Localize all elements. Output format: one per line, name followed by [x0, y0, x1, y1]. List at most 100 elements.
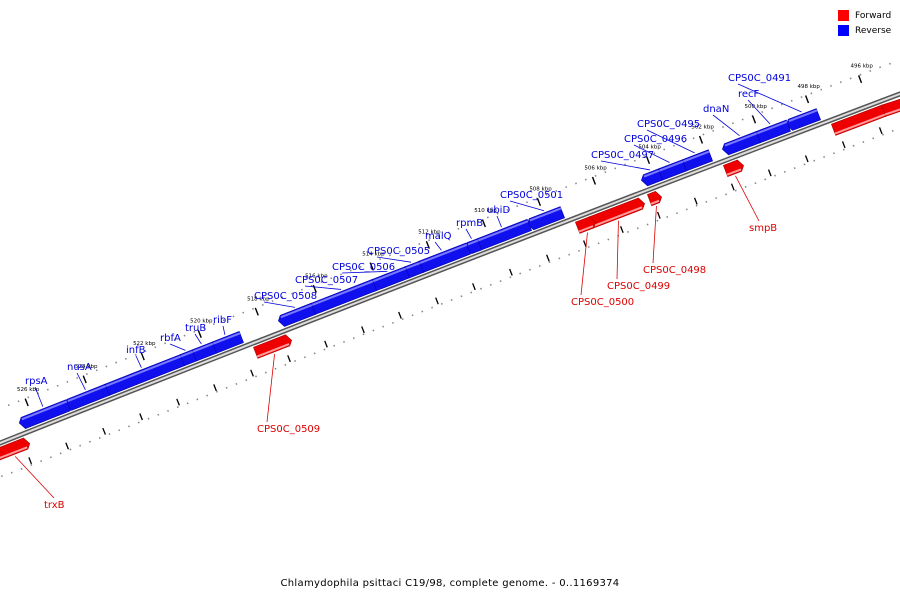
gene-leader-line — [646, 129, 695, 154]
gene-cps0c-0508-shade — [280, 304, 313, 319]
gene-label: CPS0C_0499 — [607, 281, 670, 292]
reverse-swatch — [838, 25, 849, 36]
gene-cps0c-0508 — [278, 302, 316, 327]
gene-leader-line — [465, 228, 472, 239]
legend-item-forward: Forward — [838, 8, 891, 23]
legend-label-forward: Forward — [855, 10, 892, 21]
gene-label: infB — [126, 345, 146, 356]
gene-cps0c-0496-shade — [658, 160, 684, 172]
lower-tick-mark — [509, 268, 513, 276]
gene-cps0c-0506-shade — [371, 267, 407, 283]
gene-label: CPS0C_0506 — [332, 262, 395, 273]
lower-tick-mark — [878, 127, 883, 135]
gene-smpb-shade — [726, 168, 742, 176]
gene-leader-line — [737, 83, 802, 113]
gene-label: smpB — [749, 223, 777, 234]
tick-mark — [369, 262, 374, 271]
gene-recf-shade — [755, 120, 788, 135]
gene-leader-line — [304, 285, 342, 290]
gene-rpsa-shade — [21, 400, 68, 421]
tick-label: 526 kbp — [17, 387, 40, 393]
gene-label: recF — [738, 89, 760, 100]
gene-cps0c-0491-shade — [788, 109, 818, 123]
gene-nusa-shade — [67, 385, 107, 402]
tick-label: 496 kbp — [851, 64, 874, 70]
gene-label: CPS0C_0507 — [295, 275, 358, 286]
gene-label: trxB — [44, 500, 65, 511]
gene-smpb — [723, 159, 744, 177]
lower-tick-mark — [620, 225, 624, 233]
gene-infb-shade — [104, 355, 182, 388]
gene-label: nusA — [67, 362, 92, 373]
lower-tick-mark — [65, 442, 70, 450]
tick-mark — [197, 329, 202, 338]
tick-label: 520 kbp — [190, 319, 213, 325]
gene-leader-line — [496, 215, 502, 228]
gene-forward-unlabeled-shade — [834, 113, 886, 135]
gene-leader-line — [616, 220, 619, 280]
tick-mark — [536, 197, 542, 206]
tick-label: 498 kbp — [797, 84, 820, 90]
gene-cps0c-0497 — [641, 168, 663, 187]
lower-tick-mark — [176, 398, 180, 406]
gene-rpmb-shade — [467, 239, 479, 246]
backbone-highlight — [0, 92, 900, 445]
tick-label: 508 kbp — [529, 187, 552, 193]
lower-tick-mark — [213, 384, 217, 392]
lower-tick-mark — [287, 355, 291, 363]
gene-cps0c-0497-shade — [643, 169, 660, 178]
tick-mark — [254, 307, 259, 316]
lower-tick-mark — [730, 183, 735, 191]
tick-label: 516 kbp — [305, 274, 328, 280]
lower-tick-mark — [804, 155, 809, 163]
gene-label: CPS0C_0505 — [367, 246, 430, 257]
legend-label-reverse: Reverse — [855, 25, 892, 36]
tick-label: 524 kbp — [75, 364, 98, 370]
tick-label: 502 kbp — [691, 124, 714, 130]
gene-label: CPS0C_0495 — [637, 119, 700, 130]
tick-mark — [481, 219, 486, 228]
gene-label: rpsA — [25, 376, 48, 387]
gene-leader-line — [341, 270, 388, 274]
tick-mark — [312, 284, 317, 293]
tick-mark — [591, 176, 597, 185]
gene-leader-line — [194, 333, 202, 345]
gene-label: CPS0C_0498 — [643, 265, 706, 276]
lower-tick-mark — [656, 211, 661, 219]
gene-label: CPS0C_0501 — [500, 190, 563, 201]
tick-mark — [751, 115, 757, 124]
tick-mark — [698, 135, 704, 144]
gene-leader-line — [712, 114, 740, 136]
gene-trxb-shade — [0, 446, 28, 459]
gene-malq-shade — [418, 243, 468, 265]
gene-leader-line — [14, 456, 55, 499]
tick-mark — [857, 75, 863, 84]
upper-dotted-guide — [0, 59, 900, 410]
gene-leader-line — [76, 372, 86, 390]
tick-label: 506 kbp — [584, 165, 607, 171]
gene-cps0c-0501-shade — [529, 207, 562, 222]
gene-trub-shade — [192, 342, 214, 353]
lower-tick-mark — [767, 169, 772, 177]
tick-mark — [645, 156, 651, 165]
gene-label: CPS0C_0509 — [257, 424, 320, 435]
gene-cps0c-0509 — [253, 334, 292, 359]
gene-label: dnaN — [703, 104, 729, 115]
legend: Forward Reverse — [838, 8, 891, 38]
gene-dnan — [722, 131, 761, 156]
gene-label: malQ — [425, 231, 452, 242]
tick-mark — [804, 95, 810, 104]
gene-leader-line — [376, 256, 412, 263]
gene-leader-line — [169, 343, 186, 351]
lower-tick-mark — [139, 413, 143, 421]
tick-mark — [425, 240, 430, 249]
gene-label: ribF — [213, 315, 232, 326]
gene-leader-line — [652, 206, 657, 264]
tick-mark — [140, 352, 145, 361]
lower-tick-mark — [546, 254, 550, 262]
gene-label: truB — [185, 323, 206, 334]
tick-label: 512 kbp — [418, 230, 441, 236]
gene-label: rbfA — [160, 333, 181, 344]
gene-cps0c-0495-shade — [682, 150, 710, 163]
